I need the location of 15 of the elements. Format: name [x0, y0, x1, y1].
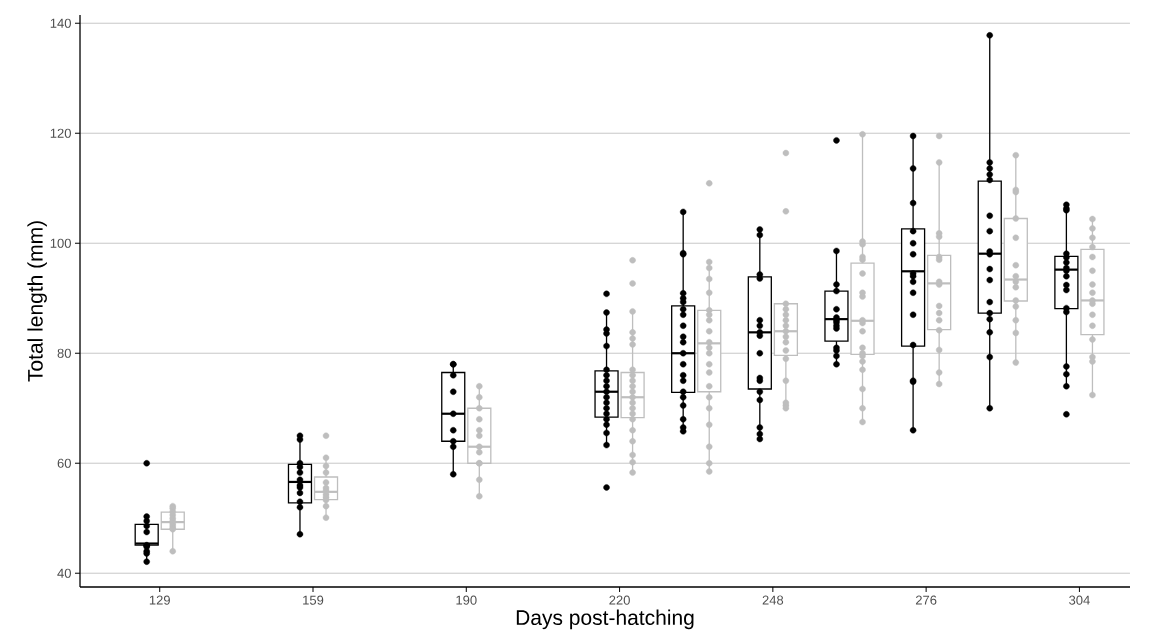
y-tick-label: 60: [57, 458, 71, 468]
x-tick-label: 159: [303, 595, 324, 605]
y-tick-label: 80: [57, 348, 71, 358]
y-axis-title: Total length (mm): [27, 221, 47, 382]
x-tick-label: 276: [915, 595, 937, 605]
x-tick-label: 129: [149, 595, 170, 605]
x-tick-label: 248: [762, 595, 784, 605]
x-tick-label: 304: [1069, 595, 1090, 605]
y-tick-label: 40: [57, 568, 71, 578]
x-axis-title: Days post-hatching: [516, 609, 694, 630]
x-tick-label: 220: [609, 595, 630, 605]
y-tick-label: 140: [50, 18, 71, 28]
y-tick-label: 120: [50, 128, 71, 138]
x-tick-label: 190: [456, 595, 477, 605]
y-tick-label: 100: [50, 238, 71, 248]
